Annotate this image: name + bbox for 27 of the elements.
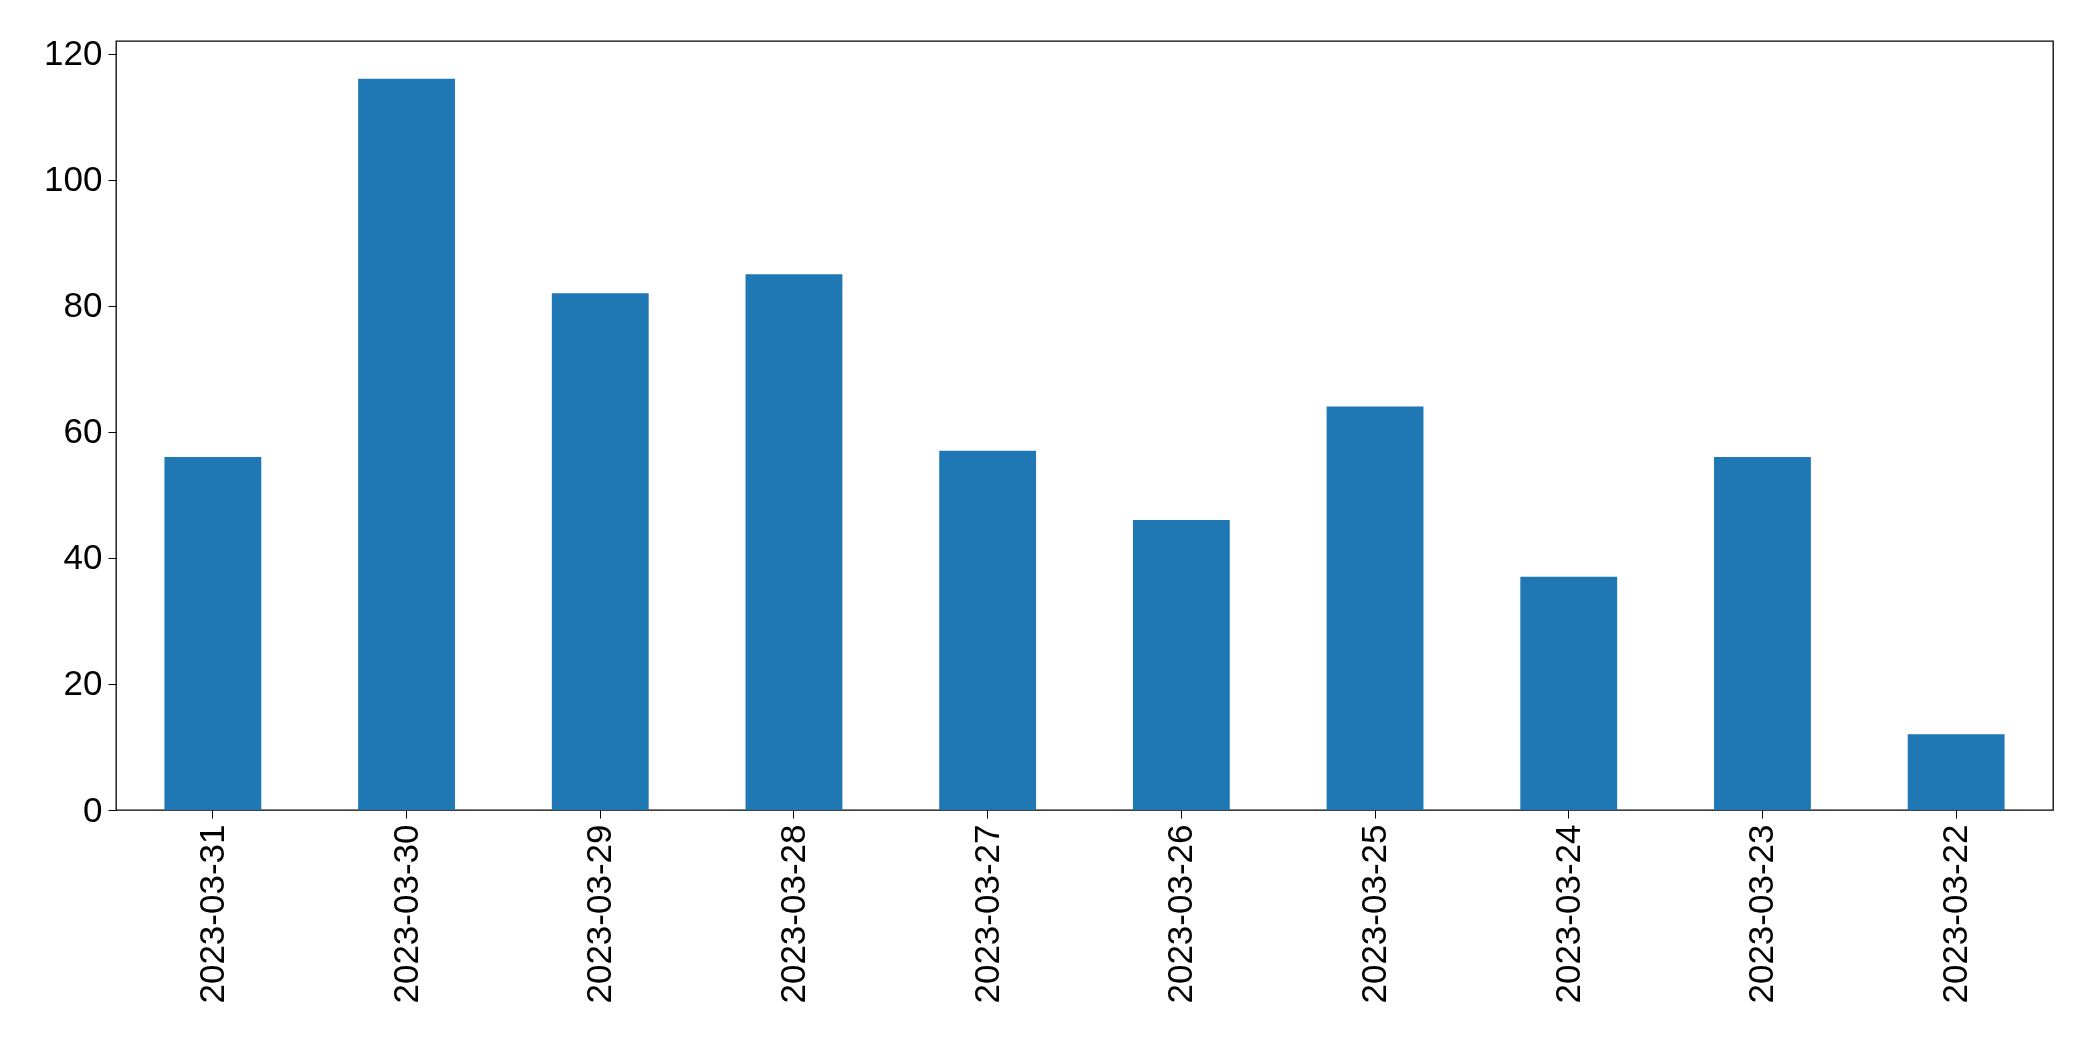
- y-tick-label: 40: [63, 537, 103, 577]
- x-tick-label: 2023-03-22: [1935, 824, 1975, 1004]
- x-tick-label: 2023-03-24: [1547, 824, 1587, 1004]
- x-tick-label: 2023-03-29: [579, 824, 619, 1004]
- y-tick-label: 120: [44, 33, 103, 73]
- y-tick-label: 60: [63, 411, 103, 451]
- bar: [1132, 520, 1230, 810]
- bar: [164, 457, 262, 810]
- x-tick-label: 2023-03-30: [385, 824, 425, 1004]
- x-tick-label: 2023-03-28: [772, 824, 812, 1004]
- bar: [358, 78, 455, 810]
- bar: [1520, 576, 1618, 810]
- y-tick-label: 20: [63, 663, 103, 703]
- y-tick-label: 100: [44, 159, 103, 199]
- x-tick-label: 2023-03-27: [966, 824, 1006, 1004]
- bar: [1907, 734, 2005, 810]
- bar: [1714, 457, 1811, 810]
- bar: [551, 293, 649, 810]
- x-tick-label: 2023-03-23: [1741, 824, 1781, 1004]
- y-tick-label: 80: [63, 285, 103, 325]
- bar: [939, 450, 1037, 810]
- bar: [745, 274, 843, 810]
- bar: [1326, 406, 1424, 810]
- x-tick-label: 2023-03-26: [1160, 824, 1200, 1004]
- x-tick-label: 2023-03-31: [191, 824, 231, 1004]
- y-tick-label: 0: [83, 789, 103, 829]
- x-tick-label: 2023-03-25: [1354, 824, 1394, 1004]
